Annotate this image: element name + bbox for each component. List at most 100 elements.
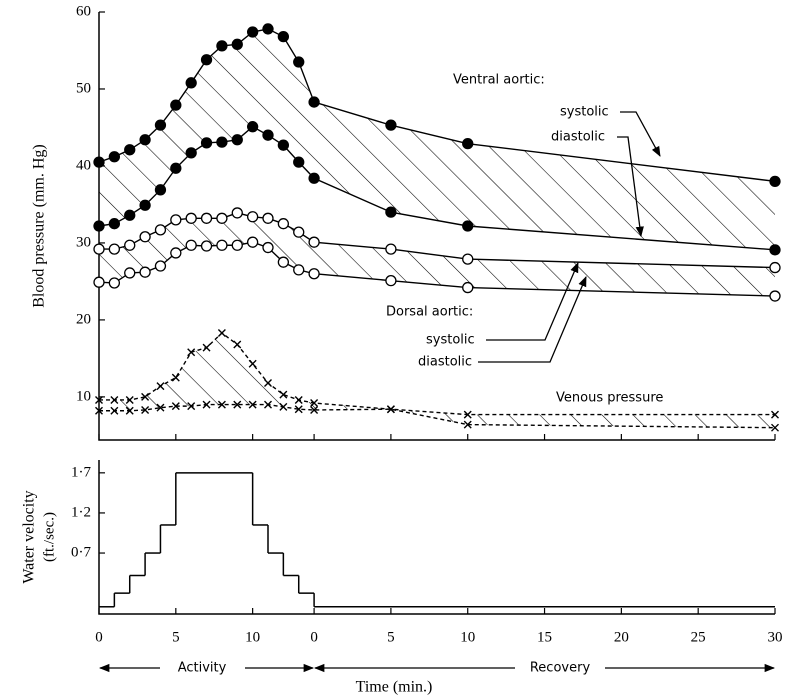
leader-line bbox=[478, 276, 587, 363]
point bbox=[216, 212, 228, 224]
point bbox=[385, 119, 397, 131]
point bbox=[154, 224, 167, 236]
hatch-band bbox=[99, 28, 775, 250]
point bbox=[200, 240, 213, 252]
point bbox=[771, 423, 779, 432]
point bbox=[108, 243, 121, 255]
point bbox=[156, 382, 165, 391]
x-tick-label: 15 bbox=[537, 629, 552, 645]
point bbox=[277, 139, 290, 151]
annotation: Recovery bbox=[530, 661, 591, 676]
point bbox=[462, 253, 474, 265]
point bbox=[141, 392, 150, 401]
point bbox=[93, 156, 105, 168]
point bbox=[124, 144, 136, 156]
point bbox=[769, 290, 781, 302]
hatch-band bbox=[99, 212, 775, 297]
point bbox=[248, 400, 257, 409]
leader-line bbox=[486, 262, 579, 341]
x-tick-label: 10 bbox=[460, 629, 475, 645]
series-line bbox=[99, 403, 776, 429]
point bbox=[216, 239, 228, 251]
point bbox=[771, 410, 779, 419]
annotation: systolic bbox=[560, 105, 609, 120]
point bbox=[231, 134, 243, 146]
point bbox=[185, 147, 197, 159]
point bbox=[294, 405, 303, 414]
point bbox=[187, 402, 196, 411]
series-line bbox=[99, 332, 775, 416]
point bbox=[185, 239, 197, 251]
point bbox=[294, 395, 303, 404]
point bbox=[385, 206, 397, 218]
point bbox=[108, 277, 121, 289]
annotation: Ventral aortic: bbox=[453, 73, 545, 88]
point bbox=[264, 400, 272, 409]
annotation: diastolic bbox=[551, 130, 605, 145]
point bbox=[310, 405, 319, 414]
point bbox=[124, 209, 136, 221]
point bbox=[202, 400, 211, 409]
point bbox=[308, 268, 320, 280]
point bbox=[217, 329, 226, 337]
point bbox=[385, 275, 397, 287]
x-tick-label: 25 bbox=[691, 629, 706, 645]
point bbox=[231, 38, 243, 50]
x-tick-label: 5 bbox=[172, 629, 180, 645]
point bbox=[216, 136, 228, 148]
point bbox=[216, 40, 228, 52]
x-tick-label: 0 bbox=[95, 629, 103, 645]
point bbox=[139, 134, 151, 146]
point bbox=[170, 214, 182, 226]
point bbox=[187, 348, 196, 357]
point bbox=[231, 239, 243, 251]
x-tick-label: 0 bbox=[310, 629, 318, 645]
point bbox=[171, 402, 180, 411]
point bbox=[279, 390, 288, 399]
point bbox=[156, 403, 165, 412]
point bbox=[170, 247, 182, 259]
point bbox=[217, 400, 226, 409]
y-tick-label: 20 bbox=[76, 311, 91, 327]
point bbox=[769, 244, 781, 256]
point bbox=[202, 343, 211, 352]
point bbox=[246, 236, 259, 248]
point bbox=[277, 256, 290, 268]
y-tick-label: 0·7 bbox=[71, 544, 91, 560]
point bbox=[233, 400, 242, 409]
point bbox=[95, 406, 103, 415]
x-tick-label: 20 bbox=[614, 629, 629, 645]
point bbox=[108, 218, 121, 230]
point bbox=[154, 184, 167, 196]
y-tick-label: 60 bbox=[76, 3, 91, 19]
y-axis-title: Blood pressure (mm. Hg) bbox=[31, 144, 48, 308]
point bbox=[233, 340, 242, 349]
point bbox=[170, 99, 182, 111]
point bbox=[262, 241, 274, 254]
point bbox=[93, 220, 105, 232]
point bbox=[154, 260, 167, 272]
point bbox=[308, 96, 320, 108]
point bbox=[231, 207, 243, 219]
point bbox=[769, 175, 781, 188]
point bbox=[170, 162, 182, 174]
annotation: Dorsal aortic: bbox=[386, 305, 473, 320]
point bbox=[139, 266, 151, 278]
y-axis-title: Water velocity bbox=[21, 490, 38, 583]
point bbox=[139, 231, 151, 243]
point bbox=[463, 410, 472, 419]
point bbox=[200, 212, 213, 224]
point bbox=[95, 395, 103, 404]
point bbox=[463, 420, 472, 429]
y-tick-label: 30 bbox=[76, 234, 91, 250]
point bbox=[293, 156, 305, 168]
point bbox=[293, 264, 305, 276]
y-tick-label: 40 bbox=[76, 157, 91, 173]
point bbox=[293, 226, 305, 238]
x-tick-label: 5 bbox=[387, 629, 395, 645]
x-tick-label: 10 bbox=[245, 629, 260, 645]
point bbox=[385, 243, 397, 255]
annotation: systolic bbox=[426, 333, 475, 348]
leader-line bbox=[620, 111, 661, 157]
point bbox=[125, 395, 134, 404]
